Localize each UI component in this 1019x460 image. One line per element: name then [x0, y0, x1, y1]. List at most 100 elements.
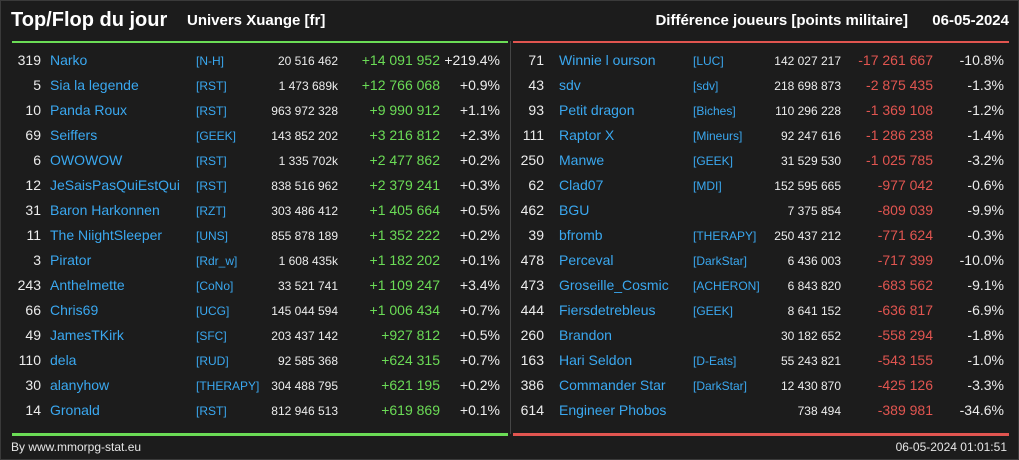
player-points: 55 243 821: [780, 354, 841, 368]
alliance-tag[interactable]: [RZT]: [196, 204, 226, 218]
player-name-link[interactable]: Petit dragon: [559, 102, 635, 118]
player-name-link[interactable]: BGU: [559, 202, 590, 218]
alliance-tag[interactable]: [THERAPY]: [693, 229, 757, 243]
player-name-link[interactable]: alanyhow: [50, 377, 110, 393]
player-name-link[interactable]: JamesTKirk: [50, 327, 124, 343]
percent-change: -3.3%: [967, 377, 1004, 393]
player-rank: 6: [33, 152, 41, 168]
player-row: 31 Baron Harkonnen [RZT] 303 486 412 +1 405 …: [1, 198, 510, 223]
alliance-tag[interactable]: [MDI]: [693, 179, 722, 193]
player-name-link[interactable]: Winnie l ourson: [559, 52, 656, 68]
percent-change: -10.0%: [959, 252, 1004, 268]
alliance-tag[interactable]: [Rdr_w]: [196, 254, 238, 268]
player-name-link[interactable]: Hari Seldon: [559, 352, 633, 368]
player-points: 218 698 873: [774, 79, 841, 93]
alliance-tag[interactable]: [Biches]: [693, 104, 736, 118]
player-name-link[interactable]: Anthelmette: [50, 277, 125, 293]
alliance-tag[interactable]: [RUD]: [196, 354, 229, 368]
alliance-tag[interactable]: [RST]: [196, 79, 227, 93]
player-name-link[interactable]: Sia la legende: [50, 77, 139, 93]
alliance-tag[interactable]: [GEEK]: [196, 129, 237, 143]
alliance-tag[interactable]: [CoNo]: [196, 279, 234, 293]
percent-change: +0.2%: [459, 377, 500, 393]
player-rank: 319: [17, 52, 41, 68]
player-points: 8 641 152: [787, 304, 841, 318]
player-name-link[interactable]: Brandon: [559, 327, 612, 343]
points-difference: +2 477 862: [369, 152, 440, 168]
player-rank: 250: [520, 152, 544, 168]
player-name-link[interactable]: The NiightSleeper: [50, 227, 163, 243]
player-name-link[interactable]: Perceval: [559, 252, 614, 268]
player-row: 243 Anthelmette [CoNo] 33 521 741 +1 109 247…: [1, 273, 510, 298]
percent-change: +0.2%: [459, 152, 500, 168]
points-difference: +1 352 222: [369, 227, 440, 243]
player-points: 110 296 228: [775, 104, 841, 118]
player-rank: 260: [520, 327, 544, 343]
alliance-tag[interactable]: [UCG]: [196, 304, 230, 318]
alliance-tag[interactable]: [N-H]: [196, 54, 224, 68]
alliance-tag[interactable]: [DarkStar]: [693, 379, 748, 393]
player-name-link[interactable]: Pirator: [50, 252, 92, 268]
player-name-link[interactable]: Seiffers: [50, 127, 98, 143]
player-name-link[interactable]: JeSaisPasQuiEstQui: [50, 177, 180, 193]
player-rank: 110: [18, 352, 41, 368]
alliance-tag[interactable]: [RST]: [196, 404, 227, 418]
player-row: 386 Commander Star [DarkStar] 12 430 870 -42…: [511, 373, 1019, 398]
alliance-tag[interactable]: [THERAPY]: [196, 379, 260, 393]
player-name-link[interactable]: Fiersdetrebleus: [559, 302, 656, 318]
player-rank: 62: [528, 177, 544, 193]
alliance-tag[interactable]: [RST]: [196, 179, 227, 193]
alliance-tag[interactable]: [sdv]: [693, 79, 719, 93]
player-rank: 69: [25, 127, 41, 143]
alliance-tag[interactable]: [UNS]: [196, 229, 229, 243]
player-points: 31 529 530: [780, 154, 841, 168]
player-name-link[interactable]: Panda Roux: [50, 102, 128, 118]
points-difference: -771 624: [877, 227, 933, 243]
metric-label: Différence joueurs [points militaire]: [655, 12, 908, 29]
percent-change: +0.7%: [459, 352, 500, 368]
player-name-link[interactable]: bfromb: [559, 227, 603, 243]
player-rank: 444: [520, 302, 544, 318]
player-name-link[interactable]: Clad07: [559, 177, 604, 193]
player-row: 110 dela [RUD] 92 585 368 +624 315 +0.7%: [1, 348, 510, 373]
player-name-link[interactable]: Manwe: [559, 152, 605, 168]
player-rank: 386: [520, 377, 544, 393]
player-name-link[interactable]: dela: [50, 352, 77, 368]
alliance-tag[interactable]: [RST]: [196, 104, 227, 118]
player-row: 3 Pirator [Rdr_w] 1 608 435k +1 182 202 +0.1%: [1, 248, 510, 273]
alliance-tag[interactable]: [GEEK]: [693, 304, 734, 318]
player-name-link[interactable]: Raptor X: [559, 127, 615, 143]
alliance-tag[interactable]: [Mineurs]: [693, 129, 743, 143]
alliance-tag[interactable]: [D-Eats]: [693, 354, 737, 368]
player-name-link[interactable]: Commander Star: [559, 377, 666, 393]
server-name: Univers Xuange [fr]: [187, 12, 326, 29]
player-name-link[interactable]: Chris69: [50, 302, 99, 318]
player-name-link[interactable]: Baron Harkonnen: [50, 202, 160, 218]
alliance-tag[interactable]: [LUC]: [693, 54, 724, 68]
player-row: 260 Brandon 30 182 652 -558 294 -1.8%: [511, 323, 1019, 348]
alliance-tag[interactable]: [DarkStar]: [693, 254, 748, 268]
player-rank: 43: [528, 77, 544, 93]
player-name-link[interactable]: Gronald: [50, 402, 100, 418]
player-rank: 5: [33, 77, 41, 93]
points-difference: -1 286 238: [866, 127, 933, 143]
player-name-link[interactable]: OWOWOW: [50, 152, 123, 168]
percent-change: +0.7%: [459, 302, 500, 318]
points-difference: +927 812: [381, 327, 440, 343]
alliance-tag[interactable]: [RST]: [196, 154, 227, 168]
player-name-link[interactable]: Narko: [50, 52, 88, 68]
percent-change: -3.2%: [967, 152, 1004, 168]
alliance-tag[interactable]: [ACHERON]: [693, 279, 760, 293]
points-difference: +1 006 434: [369, 302, 440, 318]
player-row: 43 sdv [sdv] 218 698 873 -2 875 435 -1.3%: [511, 73, 1019, 98]
points-difference: -558 294: [877, 327, 933, 343]
alliance-tag[interactable]: [SFC]: [196, 329, 227, 343]
player-name-link[interactable]: sdv: [559, 77, 581, 93]
player-points: 812 946 513: [271, 404, 338, 418]
player-row: 39 bfromb [THERAPY] 250 437 212 -771 624 -0.3…: [511, 223, 1019, 248]
points-difference: +9 990 912: [369, 102, 440, 118]
player-name-link[interactable]: Groseille_Cosmic: [559, 277, 669, 293]
player-row: 163 Hari Seldon [D-Eats] 55 243 821 -543 155…: [511, 348, 1019, 373]
player-name-link[interactable]: Engineer Phobos: [559, 402, 667, 418]
alliance-tag[interactable]: [GEEK]: [693, 154, 734, 168]
